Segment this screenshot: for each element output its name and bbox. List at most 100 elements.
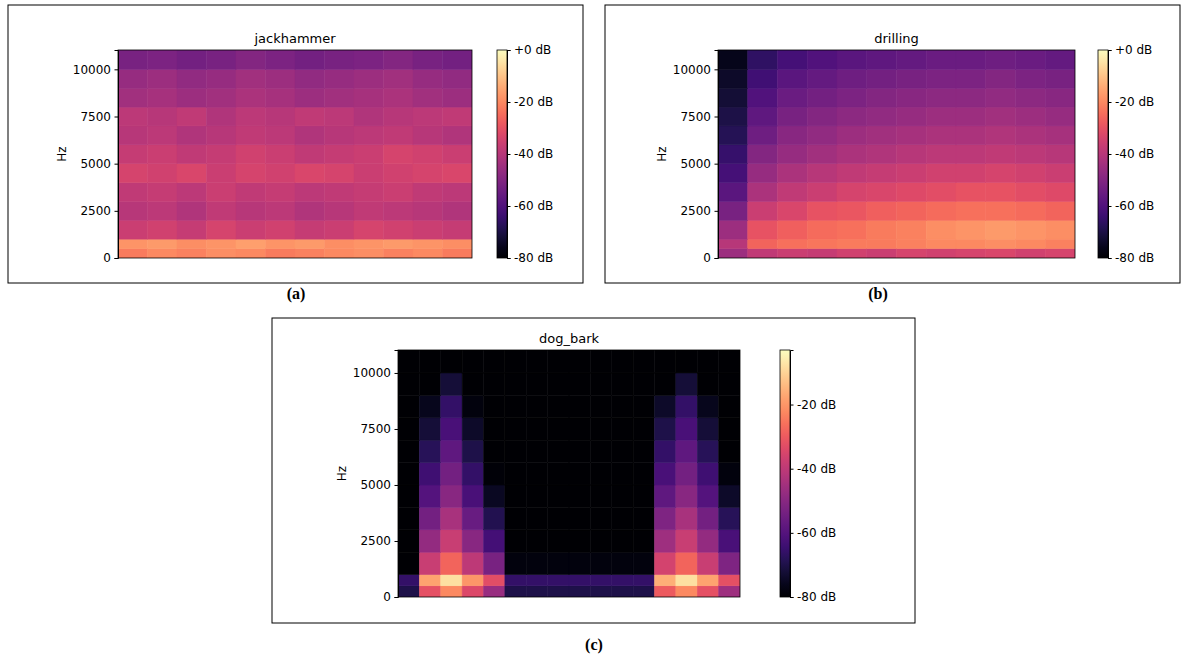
tick-mark — [790, 597, 794, 598]
cell — [443, 164, 473, 183]
tick-label: 7500 — [360, 422, 391, 436]
cell — [207, 239, 237, 248]
cell — [633, 440, 654, 462]
y-tick: 0 — [103, 251, 118, 265]
cell — [413, 69, 443, 88]
cell — [697, 373, 718, 395]
cell — [236, 50, 266, 69]
cell — [807, 220, 837, 239]
colorbar-tick: -20 dB — [507, 95, 553, 109]
cell — [295, 88, 325, 107]
cell — [177, 249, 207, 258]
colorbar-tick: -20 dB — [1108, 95, 1154, 109]
cell — [484, 373, 505, 395]
cell — [837, 220, 867, 239]
cell — [118, 183, 148, 202]
tick-mark — [715, 211, 719, 212]
cell — [266, 164, 296, 183]
tick-mark — [395, 485, 399, 486]
cell — [207, 220, 237, 239]
cell — [569, 350, 590, 373]
cell — [207, 145, 237, 164]
cell — [148, 183, 178, 202]
cell — [505, 485, 526, 507]
cell — [526, 418, 547, 440]
cell — [590, 350, 611, 373]
cell — [148, 126, 178, 145]
colorbar-tick: -60 dB — [1108, 199, 1154, 213]
cell — [633, 575, 654, 586]
cell — [413, 183, 443, 202]
cell — [266, 145, 296, 164]
cell — [569, 440, 590, 462]
cell — [526, 373, 547, 395]
cell — [443, 145, 473, 164]
tick-mark — [1108, 154, 1112, 155]
tick-label: 10000 — [353, 366, 391, 380]
cell — [1045, 201, 1075, 220]
cell — [778, 183, 808, 202]
cell — [697, 575, 718, 586]
cell — [384, 183, 414, 202]
cell — [419, 350, 440, 373]
cell — [926, 107, 956, 126]
cell — [398, 395, 419, 417]
cell — [325, 145, 355, 164]
plot-frame — [398, 350, 740, 597]
cell — [867, 107, 897, 126]
cell — [325, 201, 355, 220]
cell — [266, 249, 296, 258]
cell — [676, 575, 697, 586]
cell — [569, 530, 590, 552]
cell — [926, 220, 956, 239]
cell — [986, 164, 1016, 183]
axis-line — [791, 351, 794, 598]
tick-label: 5000 — [680, 157, 711, 171]
tick-label: 5000 — [360, 478, 391, 492]
cell — [398, 463, 419, 485]
cell — [655, 440, 676, 462]
cell — [441, 586, 462, 597]
panel: 025005000750010000Hzjackhammer+0 dB-20 d… — [8, 5, 583, 283]
cell — [956, 220, 986, 239]
cell — [897, 69, 927, 88]
cell — [384, 164, 414, 183]
cell — [956, 164, 986, 183]
cell — [718, 107, 748, 126]
tick-label: 10000 — [73, 63, 111, 77]
panel-border — [8, 5, 583, 283]
cell — [505, 552, 526, 574]
cell — [778, 145, 808, 164]
cell — [926, 50, 956, 69]
tick-mark — [715, 164, 719, 165]
cell — [526, 530, 547, 552]
cell — [633, 373, 654, 395]
axis-line — [1109, 51, 1112, 259]
y-tick: 7500 — [680, 110, 718, 124]
cell — [837, 69, 867, 88]
cell — [443, 69, 473, 88]
cell — [1016, 201, 1046, 220]
cell — [207, 183, 237, 202]
cell — [718, 239, 748, 248]
cell — [986, 183, 1016, 202]
cell — [462, 485, 483, 507]
cell — [484, 586, 505, 597]
cell — [956, 201, 986, 220]
cell — [266, 201, 296, 220]
cell — [398, 586, 419, 597]
cell — [484, 463, 505, 485]
cell — [718, 50, 748, 69]
cell — [697, 418, 718, 440]
colorbar-tick: +0 dB — [1108, 43, 1152, 57]
y-axis-title: Hz — [655, 146, 669, 161]
cell — [569, 507, 590, 529]
tick-mark — [115, 211, 119, 212]
axis-line — [508, 51, 511, 259]
cell — [1045, 183, 1075, 202]
cell — [778, 50, 808, 69]
cell — [837, 183, 867, 202]
cell — [748, 164, 778, 183]
cell — [526, 575, 547, 586]
cell — [505, 418, 526, 440]
